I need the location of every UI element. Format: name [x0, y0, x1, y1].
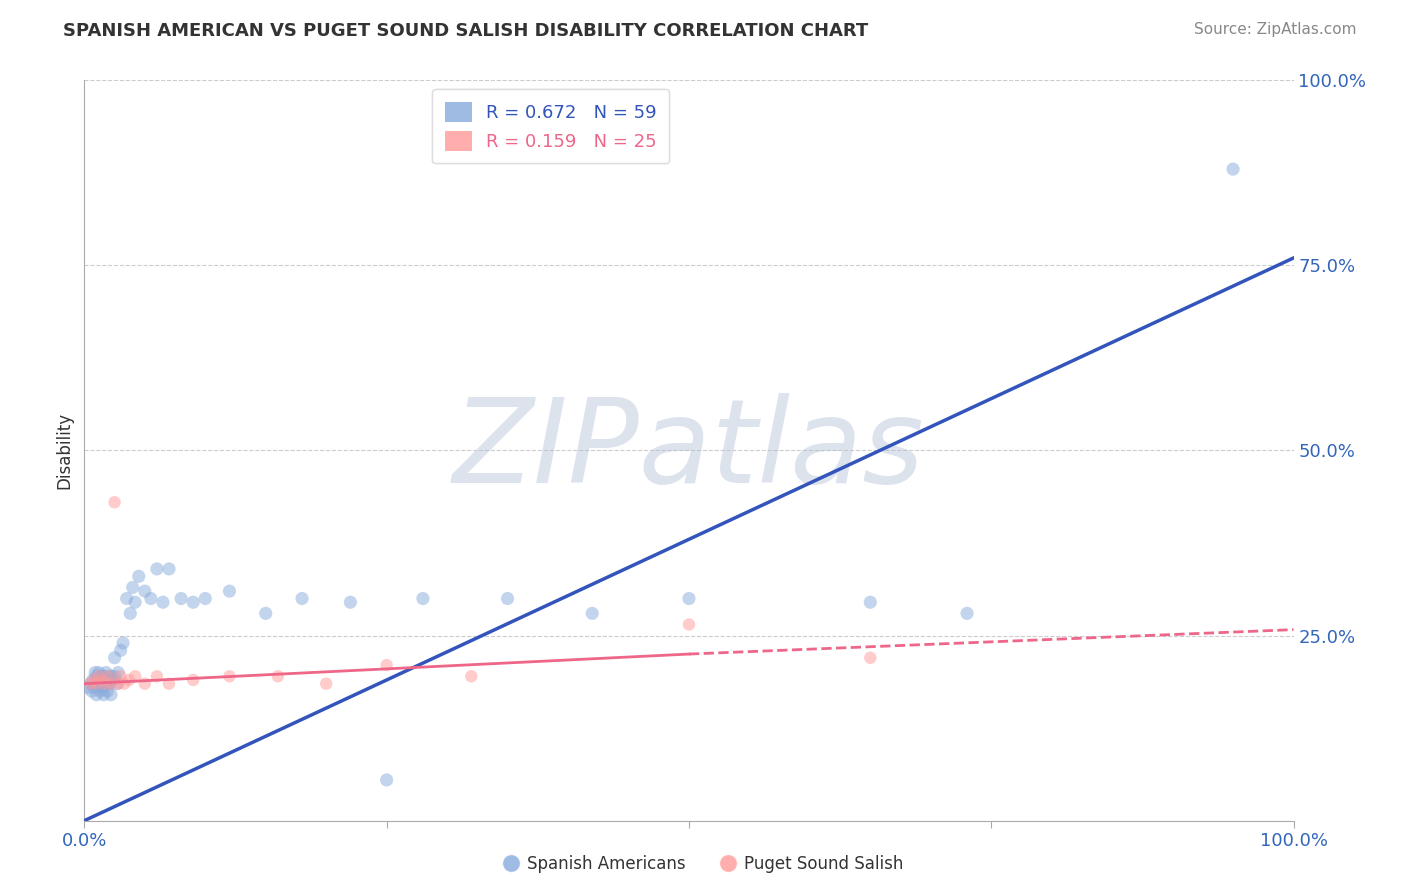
Point — [93, 688, 115, 702]
Point — [124, 669, 146, 683]
Point — [91, 681, 114, 695]
Point — [1222, 162, 1244, 177]
Point — [157, 676, 180, 690]
Point — [107, 665, 129, 680]
Point — [89, 684, 111, 698]
Point — [80, 684, 103, 698]
Point — [86, 688, 108, 702]
Text: SPANISH AMERICAN VS PUGET SOUND SALISH DISABILITY CORRELATION CHART: SPANISH AMERICAN VS PUGET SOUND SALISH D… — [63, 22, 869, 40]
Point — [90, 669, 112, 683]
Point — [315, 676, 337, 690]
Point — [120, 607, 142, 621]
Point — [98, 676, 121, 690]
Point — [100, 688, 122, 702]
Point — [94, 665, 117, 680]
Point — [124, 595, 146, 609]
Point — [101, 673, 124, 687]
Point — [100, 669, 122, 683]
Point — [291, 591, 314, 606]
Point — [581, 607, 603, 621]
Y-axis label: Disability: Disability — [55, 412, 73, 489]
Point — [97, 669, 120, 683]
Point — [678, 617, 700, 632]
Point — [110, 669, 132, 683]
Point — [87, 669, 110, 683]
Point — [118, 673, 141, 687]
Point — [128, 569, 150, 583]
Point — [157, 562, 180, 576]
Point — [94, 676, 117, 690]
Point — [146, 669, 169, 683]
Point — [375, 772, 398, 787]
Point — [859, 595, 882, 609]
Point — [375, 658, 398, 673]
Point — [496, 591, 519, 606]
Point — [97, 673, 120, 687]
Point — [194, 591, 217, 606]
Point — [112, 636, 135, 650]
Point — [105, 676, 128, 690]
Point — [859, 650, 882, 665]
Point — [139, 591, 162, 606]
Point — [218, 584, 240, 599]
Point — [339, 595, 361, 609]
Point — [110, 643, 132, 657]
Point — [152, 595, 174, 609]
Point — [956, 607, 979, 621]
Point — [100, 676, 122, 690]
Point — [86, 669, 108, 683]
Point — [96, 684, 118, 698]
Text: Source: ZipAtlas.com: Source: ZipAtlas.com — [1194, 22, 1357, 37]
Point — [84, 665, 107, 680]
Point — [96, 676, 118, 690]
Point — [267, 669, 290, 683]
Point — [104, 650, 127, 665]
Point — [678, 591, 700, 606]
Point — [134, 676, 156, 690]
Point — [89, 676, 111, 690]
Point — [86, 676, 108, 690]
Point — [181, 673, 204, 687]
Point — [112, 676, 135, 690]
Point — [94, 676, 117, 690]
Legend: Spanish Americans, Puget Sound Salish: Spanish Americans, Puget Sound Salish — [496, 848, 910, 880]
Point — [87, 665, 110, 680]
Point — [79, 676, 101, 690]
Point — [104, 669, 127, 683]
Point — [86, 676, 108, 690]
Point — [412, 591, 434, 606]
Point — [83, 673, 105, 687]
Point — [218, 669, 240, 683]
Legend: R = 0.672   N = 59, R = 0.159   N = 25: R = 0.672 N = 59, R = 0.159 N = 25 — [432, 89, 669, 163]
Point — [77, 681, 100, 695]
Text: ZIPatlas: ZIPatlas — [453, 393, 925, 508]
Point — [107, 676, 129, 690]
Point — [83, 681, 105, 695]
Point — [86, 673, 108, 687]
Point — [91, 673, 114, 687]
Point — [82, 673, 104, 687]
Point — [97, 669, 120, 683]
Point — [254, 607, 277, 621]
Point — [170, 591, 193, 606]
Point — [91, 673, 114, 687]
Point — [121, 581, 143, 595]
Point — [93, 669, 115, 683]
Point — [146, 562, 169, 576]
Point — [79, 676, 101, 690]
Point — [104, 495, 127, 509]
Point — [460, 669, 482, 683]
Point — [181, 595, 204, 609]
Point — [134, 584, 156, 599]
Point — [115, 591, 138, 606]
